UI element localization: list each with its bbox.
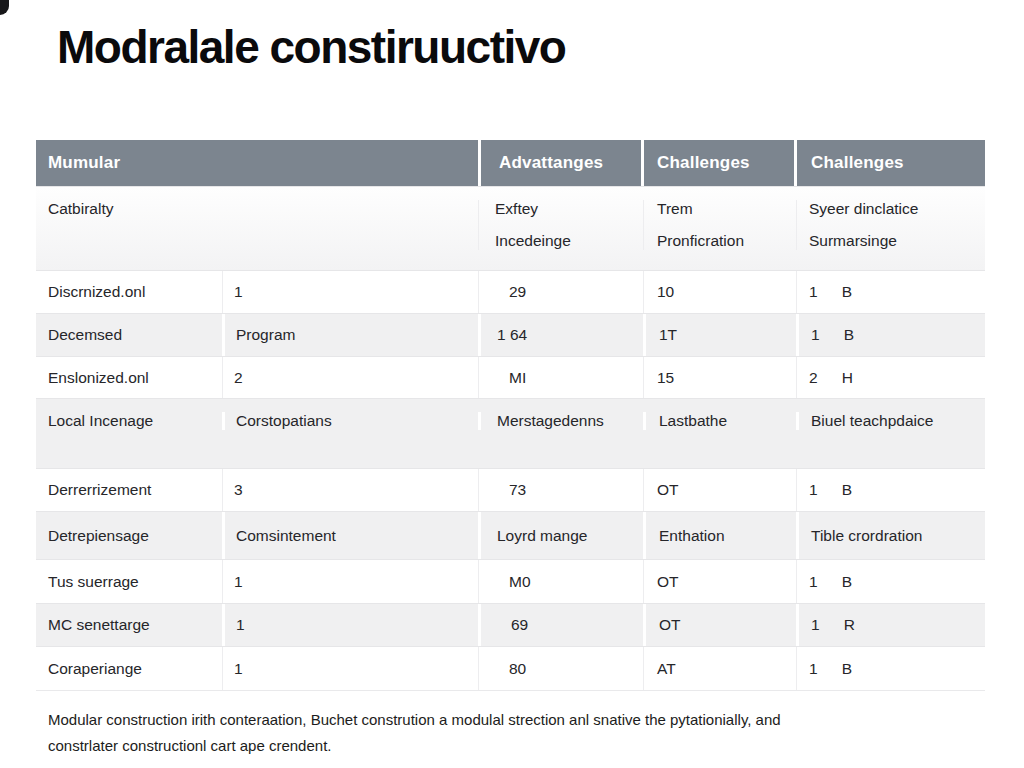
cell-name: Decemsed bbox=[36, 314, 222, 356]
rating-number: 1 bbox=[809, 283, 818, 301]
cell-detail: 2 bbox=[222, 357, 478, 398]
cell-advantage: 29 bbox=[478, 271, 643, 313]
cell-rating: Tible crordration bbox=[796, 512, 985, 559]
rating-number: 2 bbox=[809, 369, 818, 387]
table-row: Coraperiange 1 80 AT 1 B bbox=[36, 646, 985, 691]
cell-advantage: 73 bbox=[478, 469, 643, 511]
cell-detail: Corstopatians bbox=[222, 412, 478, 430]
header-cell-mumular: Mumular bbox=[36, 140, 478, 186]
cell-detail: 1 bbox=[222, 604, 478, 646]
cell-name: Derrerrizement bbox=[36, 469, 222, 511]
challenges-term: Surmarsinge bbox=[809, 232, 897, 250]
cell-name: Tus suerrage bbox=[36, 560, 222, 603]
table-row-section: Detrepiensage Comsintement Loyrd mange E… bbox=[36, 511, 985, 559]
table-row-category: Catbiralty Exftey Incedeinge Trem Pronfi… bbox=[36, 186, 985, 270]
cell-advantage: M0 bbox=[478, 560, 643, 603]
rating-letter: H bbox=[842, 369, 853, 387]
cell-rating: 1 B bbox=[796, 647, 985, 690]
cell-name: MC senettarge bbox=[36, 604, 222, 646]
cell-rating: 1 B bbox=[796, 271, 985, 313]
header-cell-challenges-2: Challenges bbox=[797, 140, 985, 186]
challenges-term: Syeer dinclatice bbox=[809, 200, 918, 218]
rating-letter: R bbox=[844, 616, 855, 634]
rating-text: Tible crordration bbox=[811, 527, 922, 545]
cell-rating: 1 B bbox=[796, 560, 985, 603]
cell-detail: Comsintement bbox=[222, 512, 478, 559]
table-row: Derrerrizement 3 73 OT 1 B bbox=[36, 468, 985, 511]
cell-challenge: OT bbox=[643, 469, 796, 511]
cell-advantages-terms: Exftey Incedeinge bbox=[478, 200, 643, 250]
rating-letter: B bbox=[842, 573, 852, 591]
table-row: Discrnized.onl 1 29 10 1 B bbox=[36, 270, 985, 313]
rating-letter: B bbox=[844, 326, 854, 344]
header-cell-advantages: Advattanges bbox=[481, 140, 641, 186]
cell-rating: 1 B bbox=[796, 469, 985, 511]
cell-detail: Program bbox=[222, 314, 478, 356]
table-row-section: Local Incenage Corstopatians Merstageden… bbox=[36, 398, 985, 468]
cell-advantage: MI bbox=[478, 357, 643, 398]
cell-rating: 1 B bbox=[796, 314, 985, 356]
rating-number: 1 bbox=[809, 660, 818, 678]
cell-rating: 1 R bbox=[796, 604, 985, 646]
table-row: Tus suerrage 1 M0 OT 1 B bbox=[36, 559, 985, 603]
rating-number: 1 bbox=[811, 616, 820, 634]
cell-advantage: Merstagedenns bbox=[478, 412, 643, 430]
cell-challenge: OT bbox=[643, 560, 796, 603]
cell-detail: 3 bbox=[222, 469, 478, 511]
cell-challenge: 15 bbox=[643, 357, 796, 398]
cell-advantage: 1 64 bbox=[478, 314, 643, 356]
cell-name: Discrnized.onl bbox=[36, 271, 222, 313]
table-row: Decemsed Program 1 64 1T 1 B bbox=[36, 313, 985, 356]
cell-challenges-terms-b: Syeer dinclatice Surmarsinge bbox=[796, 200, 985, 250]
cell-name: Enslonized.onl bbox=[36, 357, 222, 398]
cell-detail: 1 bbox=[222, 560, 478, 603]
cell-detail: 1 bbox=[222, 271, 478, 313]
rating-number: 1 bbox=[811, 326, 820, 344]
table-row: MC senettarge 1 69 OT 1 R bbox=[36, 603, 985, 646]
cell-challenge: AT bbox=[643, 647, 796, 690]
cell-rating: 2 H bbox=[796, 357, 985, 398]
cell-challenge: Lastbathe bbox=[643, 412, 796, 430]
cell-challenge: 10 bbox=[643, 271, 796, 313]
table-row: Enslonized.onl 2 MI 15 2 H bbox=[36, 356, 985, 398]
rating-text: Biuel teachpdaice bbox=[811, 412, 933, 430]
cell-advantage: Loyrd mange bbox=[478, 512, 643, 559]
challenges-term: Pronficration bbox=[657, 232, 744, 250]
rating-letter: B bbox=[842, 481, 852, 499]
cell-advantage: 69 bbox=[478, 604, 643, 646]
footnote-line-2: constrlater constructionl cart ape crend… bbox=[48, 733, 938, 759]
data-table: Mumular Advattanges Challenges Challenge… bbox=[36, 140, 985, 691]
table-header-row: Mumular Advattanges Challenges Challenge… bbox=[36, 140, 985, 186]
cell-name: Detrepiensage bbox=[36, 512, 222, 559]
challenges-term: Trem bbox=[657, 200, 693, 218]
cell-rating: Biuel teachpdaice bbox=[796, 412, 985, 430]
header-cell-challenges-1: Challenges bbox=[644, 140, 794, 186]
footnote: Modular construction irith conteraation,… bbox=[48, 707, 938, 759]
cell-name: Coraperiange bbox=[36, 647, 222, 690]
cell-challenges-terms-a: Trem Pronficration bbox=[643, 200, 796, 250]
advantages-term: Exftey bbox=[495, 200, 538, 218]
slide-page: Modralale constiruuctivo Mumular Advatta… bbox=[0, 0, 1024, 768]
cell-category-label: Catbiralty bbox=[36, 200, 222, 218]
rating-letter: B bbox=[842, 660, 852, 678]
cell-challenge: 1T bbox=[643, 314, 796, 356]
rating-number: 1 bbox=[809, 481, 818, 499]
advantages-term: Incedeinge bbox=[495, 232, 571, 250]
page-title: Modralale constiruuctivo bbox=[57, 20, 565, 74]
cell-challenge: Enthation bbox=[643, 512, 796, 559]
cell-detail: 1 bbox=[222, 647, 478, 690]
corner-smudge-mark bbox=[0, 0, 9, 15]
rating-number: 1 bbox=[809, 573, 818, 591]
rating-letter: B bbox=[842, 283, 852, 301]
cell-name: Local Incenage bbox=[36, 412, 222, 430]
cell-challenge: OT bbox=[643, 604, 796, 646]
cell-advantage: 80 bbox=[478, 647, 643, 690]
footnote-line-1: Modular construction irith conteraation,… bbox=[48, 707, 938, 733]
